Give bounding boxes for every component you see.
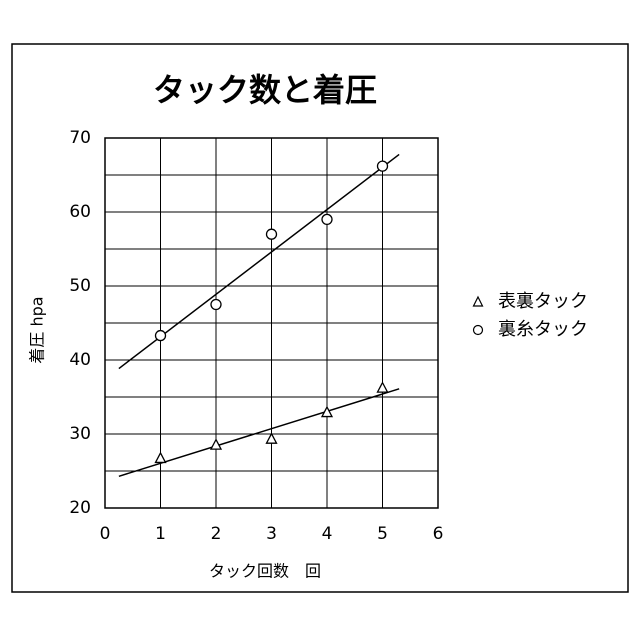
triangle-marker	[378, 383, 388, 393]
x-tick-label: 0	[100, 524, 111, 544]
y-tick-label: 20	[69, 498, 91, 518]
x-tick-label: 5	[377, 524, 388, 544]
legend-marker	[474, 297, 483, 306]
circle-marker	[156, 331, 166, 341]
legend-label: 表裏タック	[498, 291, 588, 312]
triangle-marker	[267, 434, 277, 444]
circle-marker	[267, 229, 277, 239]
legend-marker	[474, 326, 483, 335]
x-tick-label: 3	[266, 524, 277, 544]
y-axis-label: 着圧 hpa	[28, 296, 47, 363]
legend-label: 裏糸タック	[498, 319, 588, 340]
x-axis-label: タック回数 回	[209, 562, 321, 581]
x-tick-label: 4	[322, 524, 333, 544]
x-tick-label: 1	[155, 524, 166, 544]
y-tick-label: 60	[69, 202, 91, 222]
y-tick-label: 50	[69, 276, 91, 296]
y-tick-label: 40	[69, 350, 91, 370]
x-tick-label: 2	[211, 524, 222, 544]
y-tick-label: 70	[69, 128, 91, 148]
x-tick-label: 6	[433, 524, 444, 544]
chart-title: タック数と着圧	[153, 71, 377, 109]
y-tick-label: 30	[69, 424, 91, 444]
circle-marker	[322, 214, 332, 224]
circle-marker	[378, 161, 388, 171]
circle-marker	[211, 300, 221, 310]
triangle-marker	[156, 453, 166, 463]
